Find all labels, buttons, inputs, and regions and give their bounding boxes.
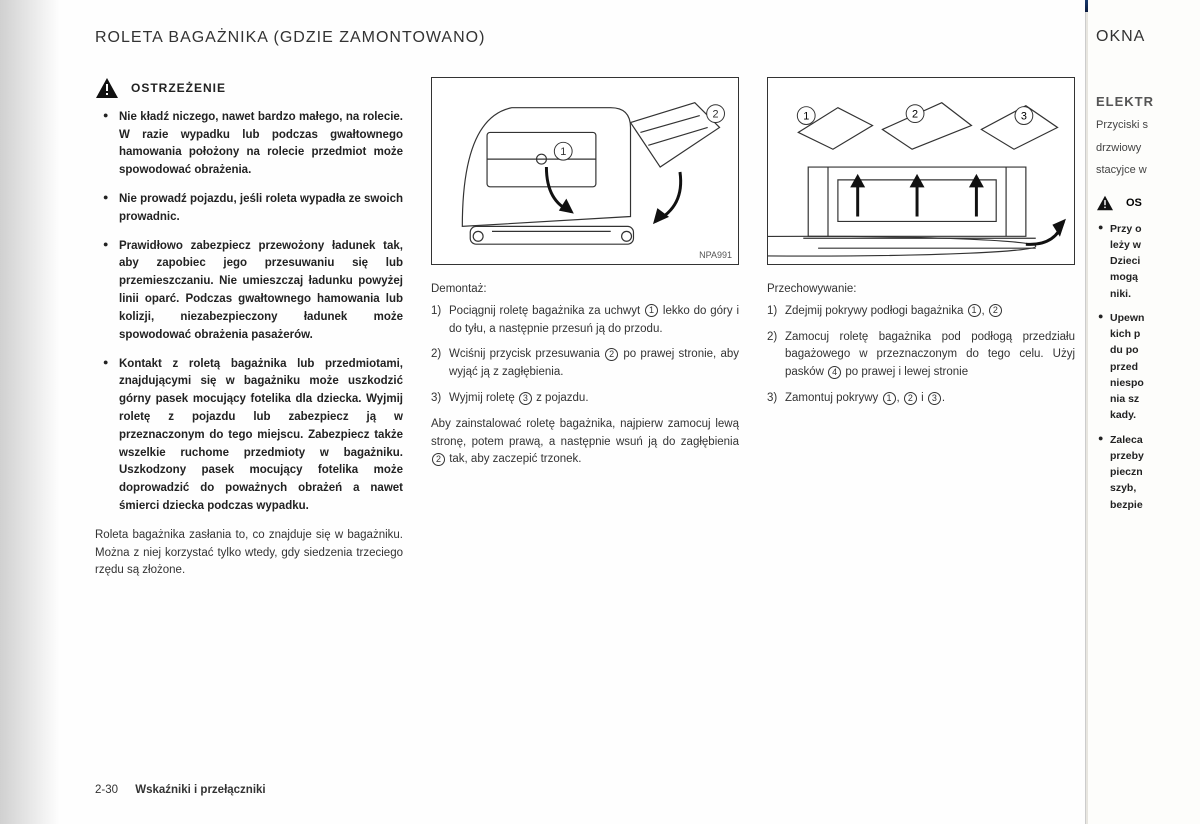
next-bullet: Zalecaprzebypiecznszyb,bezpie bbox=[1098, 432, 1200, 513]
next-bullet: Przy oleży wDziecimogąniki. bbox=[1098, 221, 1200, 302]
next-bullets: Przy oleży wDziecimogąniki. Upewnkich pd… bbox=[1096, 221, 1200, 514]
column-2: 1 2 NPA991 Demontaż: 1)Pociągnij roletę … bbox=[431, 77, 739, 581]
next-warn-label: OS bbox=[1126, 197, 1142, 209]
column-3: 1 2 3 Przechowywanie: 1)Zdejmij pokrywy … bbox=[767, 77, 1075, 581]
list-text: Zamontuj pokrywy 1, 2 i 3. bbox=[785, 392, 945, 404]
content-columns: OSTRZEŻENIE Nie kładź niczego, nawet bar… bbox=[95, 77, 1085, 581]
warning-item: Kontakt z roletą bagażnika lub przedmiot… bbox=[103, 356, 403, 516]
page-number: 2-30 bbox=[95, 784, 118, 796]
figure-1: 1 2 NPA991 bbox=[431, 77, 739, 265]
next-section-title: OKNA bbox=[1096, 28, 1200, 46]
svg-text:2: 2 bbox=[713, 108, 719, 120]
column-1: OSTRZEŻENIE Nie kładź niczego, nawet bar… bbox=[95, 77, 403, 581]
warning-title: OSTRZEŻENIE bbox=[131, 81, 226, 95]
list-text: Wyjmij roletę 3 z pojazdu. bbox=[449, 392, 589, 404]
post-warning-text: Roleta bagażnika zasłania to, co znajduj… bbox=[95, 527, 403, 580]
list-item: 3)Zamontuj pokrywy 1, 2 i 3. bbox=[767, 390, 1075, 408]
list-item: 1)Pociągnij roletę bagażnika za uchwyt 1… bbox=[431, 303, 739, 339]
svg-text:1: 1 bbox=[803, 110, 809, 122]
svg-text:2: 2 bbox=[912, 108, 918, 120]
next-subheading: ELEKTR bbox=[1096, 94, 1200, 109]
list-item: 1)Zdejmij pokrywy podłogi bagażnika 1, 2 bbox=[767, 303, 1075, 321]
next-page-sliver: OKNA ELEKTR Przyciski s drzwiowy stacyjc… bbox=[1088, 0, 1200, 824]
warning-item: Prawidłowo zabezpiecz przewożony ładunek… bbox=[103, 238, 403, 345]
warning-header: OSTRZEŻENIE bbox=[95, 77, 403, 99]
list-item: 2)Zamocuj roletę bagażnika pod podłogą p… bbox=[767, 329, 1075, 382]
warning-item: Nie kładź niczego, nawet bardzo małego, … bbox=[103, 109, 403, 180]
warning-triangle-icon bbox=[95, 77, 119, 99]
svg-text:3: 3 bbox=[1021, 110, 1027, 122]
warning-triangle-icon bbox=[1096, 195, 1114, 211]
section-title: ROLETA BAGAŻNIKA (GDZIE ZAMONTOWANO) bbox=[95, 28, 1085, 49]
list-text: Pociągnij roletę bagażnika za uchwyt 1 l… bbox=[449, 305, 739, 335]
list-text: Zamocuj roletę bagażnika pod podłogą prz… bbox=[785, 331, 1075, 379]
install-text: Aby zainstalować roletę bagażnika, najpi… bbox=[431, 416, 739, 469]
figure-label: NPA991 bbox=[699, 250, 732, 260]
storage-heading: Przechowywanie: bbox=[767, 283, 1075, 295]
demontaz-heading: Demontaż: bbox=[431, 283, 739, 295]
storage-diagram-icon: 1 2 3 bbox=[768, 78, 1074, 264]
list-text: Wciśnij przycisk przesuwania 2 po prawej… bbox=[449, 348, 739, 378]
figure-2: 1 2 3 bbox=[767, 77, 1075, 265]
warning-item: Nie prowadź pojazdu, jeśli roleta wypadł… bbox=[103, 191, 403, 227]
next-text: stacyjce w bbox=[1096, 162, 1200, 179]
page-footer: 2-30 Wskaźniki i przełączniki bbox=[95, 784, 266, 796]
demontaz-list: 1)Pociągnij roletę bagażnika za uchwyt 1… bbox=[431, 303, 739, 408]
warning-bullets: Nie kładź niczego, nawet bardzo małego, … bbox=[95, 109, 403, 516]
next-bullet: Upewnkich pdu poprzedniesponia szkady. bbox=[1098, 310, 1200, 424]
chapter-name: Wskaźniki i przełączniki bbox=[135, 784, 265, 796]
manual-page: ROLETA BAGAŻNIKA (GDZIE ZAMONTOWANO) OST… bbox=[0, 0, 1085, 824]
next-text: drzwiowy bbox=[1096, 140, 1200, 157]
list-item: 2)Wciśnij przycisk przesuwania 2 po praw… bbox=[431, 346, 739, 382]
list-text: Zdejmij pokrywy podłogi bagażnika 1, 2 bbox=[785, 305, 1003, 317]
next-text: Przyciski s bbox=[1096, 117, 1200, 134]
list-item: 3)Wyjmij roletę 3 z pojazdu. bbox=[431, 390, 739, 408]
car-rear-diagram-icon: 1 2 bbox=[432, 78, 738, 264]
storage-list: 1)Zdejmij pokrywy podłogi bagażnika 1, 2… bbox=[767, 303, 1075, 408]
svg-text:1: 1 bbox=[560, 146, 566, 158]
next-warning: OS bbox=[1096, 195, 1200, 211]
